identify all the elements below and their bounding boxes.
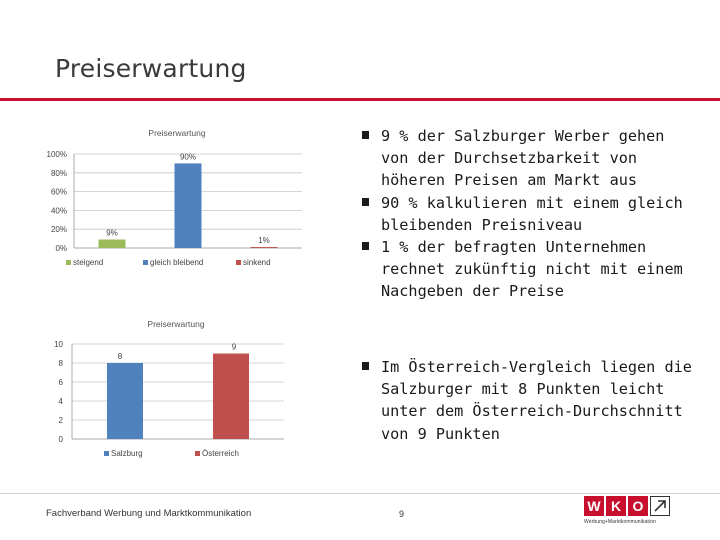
- legend-swatch: [66, 260, 71, 265]
- legend-label: sinkend: [243, 258, 271, 267]
- bullet-item: 90 % kalkulieren mit einem gleich bleibe…: [362, 192, 697, 236]
- y-tick-label: 8: [59, 359, 64, 368]
- y-tick-label: 100%: [47, 150, 67, 159]
- chart-title: Preiserwartung: [148, 128, 205, 138]
- y-tick-label: 20%: [51, 225, 67, 234]
- y-tick-label: 40%: [51, 206, 67, 215]
- bullet-square-icon: [362, 362, 369, 370]
- footer-organization: Fachverband Werbung und Marktkommunikati…: [46, 508, 252, 519]
- legend-swatch: [195, 451, 200, 456]
- logo-letter: O: [628, 496, 648, 516]
- bar: [174, 163, 202, 248]
- legend-label: Österreich: [202, 449, 239, 458]
- bullet-text: 1 % der befragten Unternehmen rechnet zu…: [381, 238, 683, 301]
- y-tick-label: 4: [59, 397, 64, 406]
- y-tick-label: 0: [59, 435, 64, 444]
- bullet-square-icon: [362, 131, 369, 139]
- bar: [250, 247, 278, 248]
- legend-swatch: [143, 260, 148, 265]
- bullet-text: Im Österreich-Vergleich liegen die Salzb…: [381, 358, 692, 443]
- logo-letter: W: [584, 496, 604, 516]
- bullet-square-icon: [362, 242, 369, 251]
- y-tick-label: 2: [59, 416, 64, 425]
- y-tick-label: 10: [54, 340, 63, 349]
- page-number: 9: [399, 509, 405, 519]
- bullet-square-icon: [362, 197, 369, 206]
- price-expectation-chart-comparison: Preiserwartung 0 2 4 6 8 10 8 9 Salzburg Österreic…: [54, 319, 284, 458]
- slide-title: Preiserwartung: [55, 54, 247, 83]
- y-tick-label: 0%: [55, 244, 67, 253]
- data-label: 9%: [106, 229, 118, 238]
- bullet-list-top: 9 % der Salzburger Werber gehen von der …: [362, 125, 697, 303]
- y-tick-label: 60%: [51, 188, 67, 197]
- legend-label: Salzburg: [111, 449, 143, 458]
- bar: [107, 363, 143, 439]
- legend-swatch: [236, 260, 241, 265]
- legend-label: steigend: [73, 258, 103, 267]
- logo-letter: K: [606, 496, 626, 516]
- data-label: 1%: [258, 236, 270, 245]
- chart-title: Preiserwartung: [147, 319, 204, 329]
- arrow-up-right-icon: [650, 496, 670, 516]
- legend-swatch: [104, 451, 109, 456]
- legend-label: gleich bleibend: [150, 258, 203, 267]
- bar: [213, 353, 249, 439]
- wko-logo: W K O Werbung+Marktkommunikation: [584, 496, 676, 532]
- data-label: 8: [118, 352, 123, 361]
- bullet-list-bottom: Im Österreich-Vergleich liegen die Salzb…: [362, 356, 697, 445]
- logo-subtitle: Werbung+Marktkommunikation: [584, 519, 656, 525]
- bullet-item: 9 % der Salzburger Werber gehen von der …: [362, 125, 697, 192]
- bullet-item: Im Österreich-Vergleich liegen die Salzb…: [362, 356, 697, 445]
- bar: [98, 239, 126, 248]
- bullet-text: 90 % kalkulieren mit einem gleich bleibe…: [381, 193, 683, 234]
- y-tick-label: 80%: [51, 169, 67, 178]
- data-label: 90%: [180, 152, 196, 161]
- bullet-text: 9 % der Salzburger Werber gehen von der …: [381, 127, 665, 190]
- footer-divider: [0, 493, 720, 494]
- data-label: 9: [232, 343, 237, 352]
- title-divider: [0, 98, 720, 101]
- bullet-item: 1 % der befragten Unternehmen rechnet zu…: [362, 236, 697, 303]
- y-tick-label: 6: [59, 378, 64, 387]
- price-expectation-chart-salzburg: Preiserwartung 0% 20% 40% 60% 80% 100% 9% 90% 1% s…: [47, 128, 302, 267]
